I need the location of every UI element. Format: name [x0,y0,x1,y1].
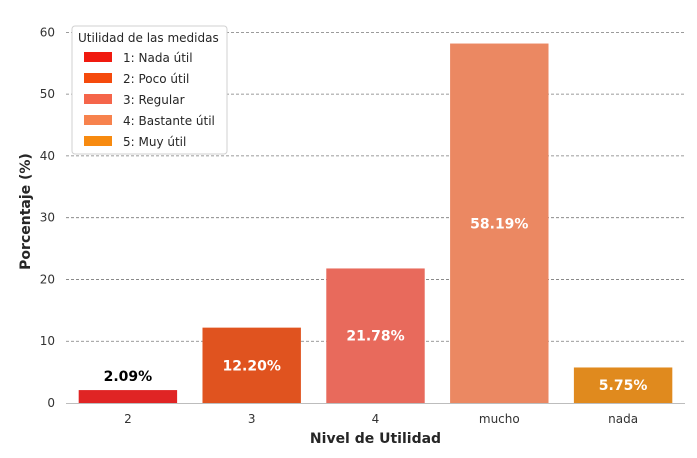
legend-swatch [84,115,112,125]
y-tick-label: 20 [40,272,55,286]
legend-label: 4: Bastante útil [123,114,215,128]
legend-label: 1: Nada útil [123,51,193,65]
legend-label: 3: Regular [123,93,185,107]
x-tick-label: 2 [124,412,132,426]
gridlines [66,31,685,342]
x-tick-label: mucho [479,412,520,426]
bar-data-label: 21.78% [346,329,404,345]
bar [78,390,178,403]
bar [326,268,425,403]
y-tick-label: 0 [47,396,55,410]
legend-title: Utilidad de las medidas [78,31,219,45]
legend-swatch [84,94,112,104]
bar-data-label: 58.19% [470,216,528,232]
legend-label: 5: Muy útil [123,135,186,149]
bars [78,43,673,403]
legend-swatch [84,136,112,146]
legend: Utilidad de las medidas 1: Nada útil 2: P… [71,25,228,155]
bar-data-label: 12.20% [223,358,281,374]
y-tick-label: 50 [40,87,55,101]
x-axis-title: Nivel de Utilidad [310,431,441,447]
legend-swatch [84,52,112,62]
y-tick-label: 10 [40,334,55,348]
x-tick-label: 3 [248,412,256,426]
y-tick-label: 30 [40,211,55,225]
bar-data-label: 5.75% [599,378,648,394]
bar-data-labels: 2.09% 12.20% 21.78% 58.19% 5.75% [104,216,648,394]
bar-data-label: 2.09% [104,369,153,385]
bar [202,327,301,403]
bar [450,43,549,403]
bar [573,367,673,403]
y-axis-title: Porcentaje (%) [18,153,34,270]
legend-items: 1: Nada útil 2: Poco útil 3: Regular 4: Bas… [84,51,215,149]
x-axis-ticks: 2 3 4 mucho nada [124,412,638,426]
legend-swatch [84,73,112,83]
x-tick-label: 4 [372,412,380,426]
legend-label: 2: Poco útil [123,72,189,86]
y-tick-label: 40 [40,149,55,163]
y-axis-ticks: 0 10 20 30 40 50 60 [40,25,55,410]
x-tick-label: nada [608,412,638,426]
y-tick-label: 60 [40,25,55,39]
